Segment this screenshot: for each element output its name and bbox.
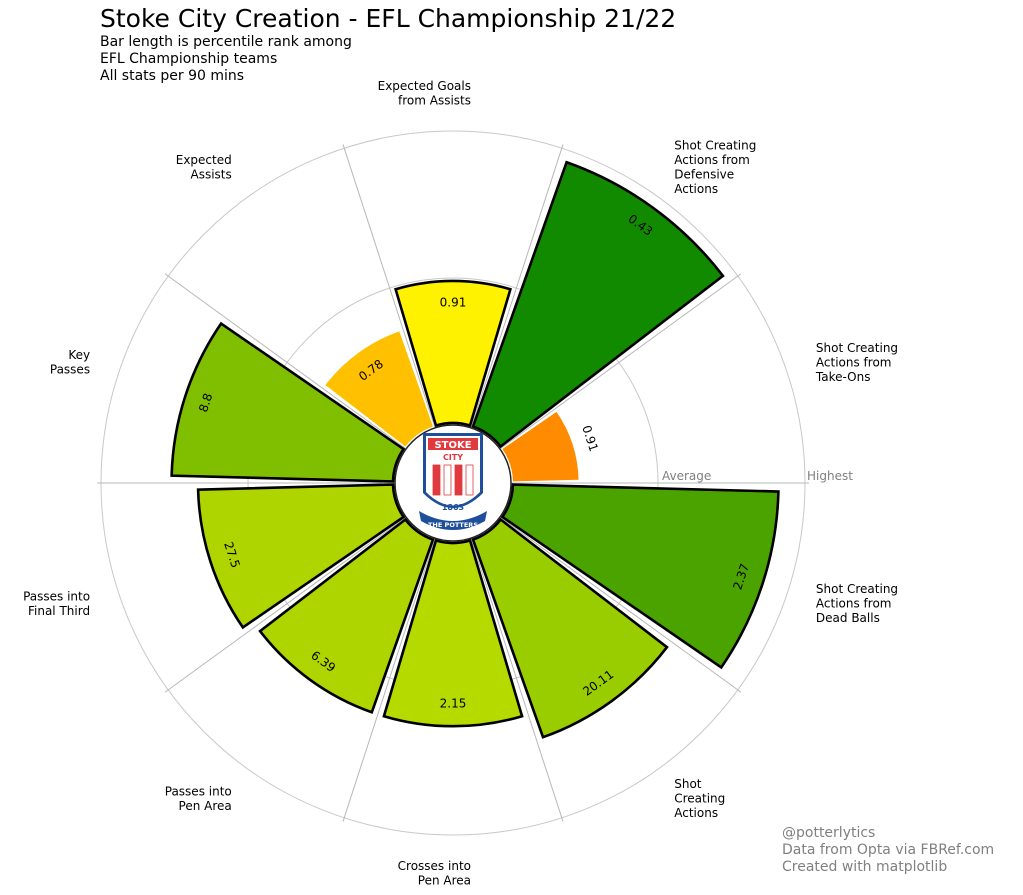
bar-1 — [471, 160, 725, 449]
bar-7 — [382, 538, 524, 728]
category-label: Passes into — [23, 589, 90, 603]
average-label: Average — [662, 469, 711, 483]
credit-tool: Created with matplotlib — [782, 859, 948, 875]
bar-9 — [500, 483, 780, 670]
chart-title: Stoke City Creation - EFL Championship 2… — [100, 4, 677, 33]
category-label: Passes into — [165, 784, 232, 798]
spoke-line — [342, 144, 436, 428]
svg-text:CITY: CITY — [443, 453, 463, 462]
spoke-line — [164, 273, 407, 450]
spoke-line — [164, 516, 407, 693]
polar-bars — [170, 160, 780, 739]
credit-source: Data from Opta via FBRef.com — [782, 842, 995, 858]
category-label: Actions from — [674, 153, 750, 167]
category-label: Expected — [176, 153, 232, 167]
value-label: 0.91 — [579, 424, 601, 454]
category-label: Assists — [190, 168, 231, 182]
reference-labels: Average Highest — [662, 469, 853, 483]
category-label: Actions — [674, 806, 718, 820]
category-label: Passes — [50, 363, 90, 377]
category-label: Crosses into — [398, 859, 471, 873]
svg-text:THE POTTERS: THE POTTERS — [428, 521, 478, 529]
bar-0 — [502, 411, 579, 482]
bar-3 — [325, 331, 433, 447]
spoke-line — [499, 516, 742, 693]
category-label: Expected Goals — [378, 79, 471, 93]
category-label: Take-Ons — [815, 370, 871, 384]
value-label: 8.8 — [196, 391, 215, 413]
value-label: 2.15 — [440, 697, 467, 711]
spoke-line — [470, 538, 564, 822]
category-label: from Assists — [398, 93, 471, 107]
subtitle-line: Bar length is percentile rank among — [100, 34, 352, 50]
spoke-line — [342, 538, 436, 822]
category-label: Key — [68, 348, 90, 362]
category-label: Shot Creating — [674, 139, 756, 153]
spoke-line — [470, 144, 564, 428]
subtitle-line: EFL Championship teams — [100, 51, 278, 67]
category-label: Actions from — [816, 597, 892, 611]
category-label: Shot — [674, 777, 702, 791]
category-label: Creating — [674, 792, 725, 806]
spoke-line — [499, 273, 742, 450]
category-label: Defensive — [674, 168, 734, 182]
subtitle-line: All stats per 90 mins — [100, 68, 245, 84]
category-label: Actions from — [816, 355, 892, 369]
credits: @potterlytics Data from Opta via FBRef.c… — [782, 825, 994, 876]
category-label: Pen Area — [179, 799, 232, 813]
bar-8 — [471, 517, 669, 739]
value-label: 0.91 — [440, 295, 467, 309]
category-label: Shot Creating — [816, 582, 898, 596]
category-label: Dead Balls — [816, 611, 880, 625]
category-label: Pen Area — [418, 873, 471, 887]
highest-label: Highest — [807, 469, 853, 483]
club-crest-icon: STOKE CITY 1863 THE POTTERS — [394, 424, 512, 542]
credit-handle: @potterlytics — [782, 825, 876, 841]
bar-6 — [258, 517, 435, 714]
svg-text:1863: 1863 — [442, 503, 464, 512]
svg-text:STOKE: STOKE — [434, 440, 471, 451]
category-label: Shot Creating — [816, 341, 898, 355]
bar-4 — [170, 321, 406, 483]
bar-5 — [196, 483, 406, 630]
bar-2 — [393, 279, 513, 428]
category-label: Actions — [674, 182, 718, 196]
category-label: Final Third — [28, 604, 90, 618]
